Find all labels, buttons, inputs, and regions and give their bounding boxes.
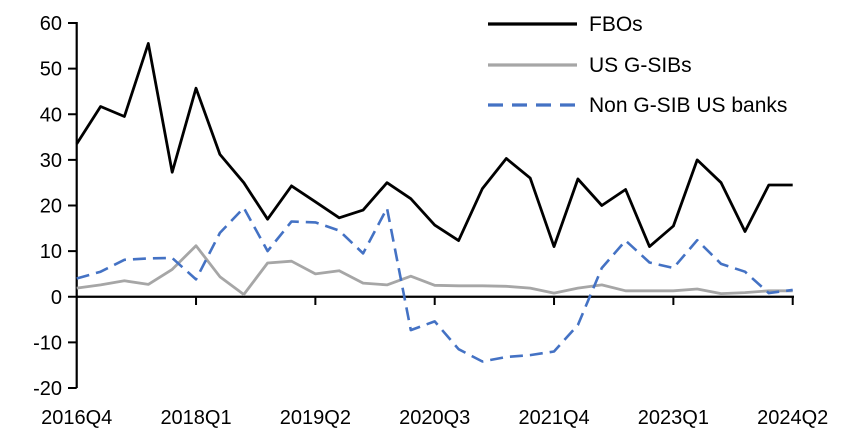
series-line-non-g-sib-us-banks (76, 206, 793, 363)
y-axis-ticks (68, 22, 77, 389)
series-lines (75, 42, 793, 363)
y-tick-label: -20 (33, 378, 62, 400)
y-tick-label: 40 (40, 104, 62, 126)
y-tick-label: 20 (40, 196, 62, 218)
y-tick-label: 60 (40, 13, 62, 35)
y-tick-label: 10 (40, 241, 62, 263)
x-axis-ticks (195, 296, 794, 305)
series-line-fbos (75, 42, 793, 249)
legend-label-us-gsibs: US G-SIBs (589, 54, 692, 77)
x-tick-label: 2016Q4 (41, 407, 112, 429)
legend-item-non-gsib-us-banks: Non G-SIB US banks (488, 94, 787, 117)
x-axis-tick-labels: 2016Q4 2018Q1 2019Q2 2020Q3 2021Q4 2023Q1 2024… (41, 407, 828, 429)
y-tick-label: 30 (40, 150, 62, 172)
legend-label-fbos: FBOs (589, 13, 643, 36)
x-tick-label: 2020Q3 (399, 407, 470, 429)
legend-item-fbos: FBOs (488, 13, 643, 36)
series-line-us-g-sibs (76, 244, 793, 296)
x-tick-label: 2018Q1 (160, 407, 231, 429)
y-tick-label: 50 (40, 59, 62, 81)
y-tick-label: 0 (51, 287, 62, 309)
x-tick-label: 2019Q2 (280, 407, 351, 429)
legend-label-non-gsib-us-banks: Non G-SIB US banks (589, 94, 787, 117)
y-axis-tick-labels: -20 -10 0 10 20 30 40 50 60 (33, 13, 62, 400)
x-tick-label: 2023Q1 (638, 407, 709, 429)
y-tick-label: -10 (33, 332, 62, 354)
legend-item-us-gsibs: US G-SIBs (488, 54, 692, 77)
x-tick-label: 2021Q4 (518, 407, 589, 429)
legend: FBOs US G-SIBs Non G-SIB US banks (488, 13, 787, 117)
x-tick-label: 2024Q2 (757, 407, 828, 429)
